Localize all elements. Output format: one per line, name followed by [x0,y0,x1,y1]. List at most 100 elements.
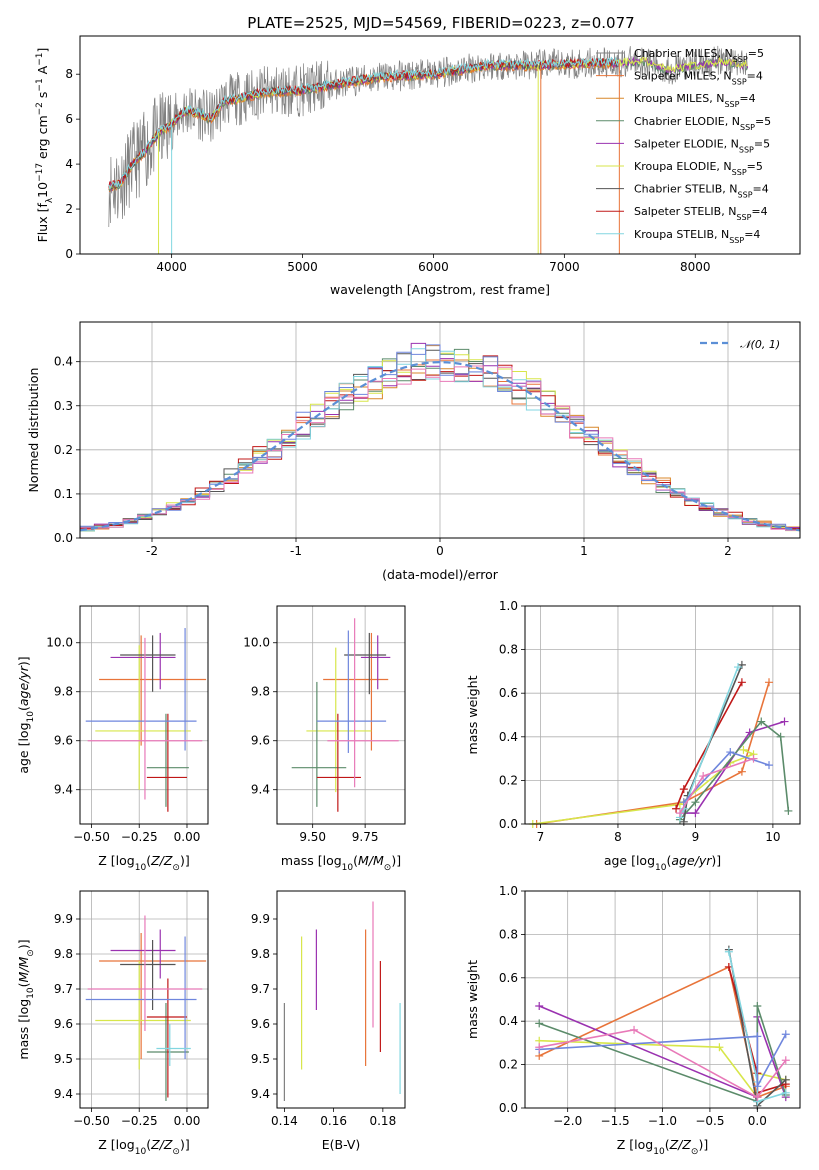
weight-point-marker [781,1088,790,1097]
y-tick-label: 9.4 [251,783,270,797]
legend-label: Chabrier ELODIE, NSSP=5 [634,115,771,132]
y-tick-label: 9.8 [54,947,73,961]
legend-label-sub: SSP [740,122,755,131]
weight-point-marker [780,717,789,726]
x-tick-label: 4000 [156,260,187,274]
x-tick-label: 0.18 [369,1114,396,1128]
axes-frame [79,890,209,1109]
weight-point-marker [535,1043,544,1052]
legend-label-base: Kroupa ELODIE, N [634,160,732,173]
label-part: Z [log [617,1137,653,1152]
weight-point-marker [753,1093,762,1102]
label-part: ( [146,1137,151,1152]
y-tick-label: 9.4 [54,783,73,797]
x-tick-label: 0.14 [271,1114,298,1128]
weight-point-marker [776,732,785,741]
x-tick-label: 9 [692,830,700,844]
x-tick-label: −0.25 [121,830,158,844]
x-tick-label: 9.50 [299,830,326,844]
weight-point-marker [734,663,743,672]
x-axis-label: mass [log10(M/M⊙)] [281,853,401,873]
weight-point-marker [699,772,708,781]
y-tick-label: 9.8 [251,685,270,699]
residuals-panel: -2 -1 0 1 2 0.0 0.1 0.2 0.3 0.4 (data-model)/error… [26,321,801,582]
y-tick-label: 9.5 [251,1052,270,1066]
x-tick-label: -2 [146,544,158,558]
label-part: ⊙ [384,863,392,873]
axes-frame [276,605,406,825]
y-tick-label: 2 [65,202,73,216]
x-tick-label: −0.5 [695,1114,724,1128]
spectrum-panel: 4000 5000 6000 7000 8000 0 2 4 6 8 wavelength [Ang… [35,35,801,297]
x-tick-label: −0.50 [73,1114,110,1128]
y-tick-label: 0.1 [54,487,73,501]
weight-point-marker [753,1002,762,1011]
legend-label-suffix: =5 [747,160,763,173]
y-tick-label: 0.4 [499,730,518,744]
legend-label: Salpeter MILES, NSSP=4 [634,70,763,87]
y-tick-label: 9.6 [251,1017,270,1031]
x-tick-label: −0.50 [73,830,110,844]
weight-series-line [539,1029,787,1099]
legend-label-suffix: =4 [747,70,763,83]
label-part: ⊙ [26,949,36,957]
y-tick-label: 9.9 [251,912,270,926]
y-tick-label: 0.6 [499,971,518,985]
weight-point-marker [630,1025,639,1034]
label-part: ( [353,853,358,868]
weight-series-line [539,1033,787,1087]
label-part: 10 [342,863,354,873]
y-tick-label: 9.5 [54,1052,73,1066]
label-part: 10 [26,711,36,723]
x-tick-label: 0.0 [748,1114,767,1128]
weight-point-marker [691,798,700,807]
y-axis-label: age [log10(age/yr)] [16,656,36,773]
y-tick-label: 10.0 [46,636,73,650]
weight-point-marker [675,809,684,818]
legend-label-base: Salpeter MILES, N [634,70,732,83]
weight-point-marker [781,1030,790,1039]
x-tick-label: 10 [765,830,780,844]
label-part: 10 [35,182,50,198]
legend-label-base: Salpeter ELODIE, N [634,137,739,150]
legend-label-base: Chabrier MILES, N [634,47,733,60]
y-tick-label: 10.0 [243,636,270,650]
y-tick-label: 0.4 [54,355,73,369]
age-vs-mass-panel: 9.50 9.75 9.4 9.6 9.8 10.0 mass [log10(M/M⊙)] [243,605,406,873]
weight-point-marker [724,947,733,956]
label-part: ⊙ [172,1147,180,1157]
model-spectrum-line [108,56,620,190]
weight-point-marker [757,717,766,726]
legend-label-suffix: =5 [755,115,771,128]
label-part: M/M [358,853,384,868]
label-part: ( [16,706,31,711]
weight-point-marker [715,1043,724,1052]
x-tick-label: −2.0 [553,1114,582,1128]
age-vs-Z-panel: −0.50 −0.25 0.009.49.69.810.0Z [log10(Z/Z⊙… [16,605,209,873]
legend-label-suffix: =4 [744,228,760,241]
y-tick-label: 4 [65,157,73,171]
label-part: age [log [604,853,655,868]
label-part: )] [180,853,190,868]
y-tick-label: 0.2 [499,1058,518,1072]
mass-vs-EBV-panel: 0.14 0.16 0.18 9.4 9.5 9.6 9.7 9.8 9.9 E(B-V) [251,890,406,1152]
label-part: )] [16,939,31,949]
y-tick-label: 8 [65,67,73,81]
y-axis-label: Flux [fλ10−17 erg cm−2 s−1 A−1] [35,48,55,243]
weight-point-marker [765,678,774,687]
y-tick-label: 0.4 [499,1014,518,1028]
label-part: age/yr [16,665,31,706]
legend-label-suffix: =4 [753,183,769,196]
x-tick-label: −1.0 [648,1114,677,1128]
legend-label: Chabrier STELIB, NSSP=4 [634,183,769,200]
label-part: ⊙ [172,863,180,873]
legend-label-sub: SSP [732,77,747,86]
legend-label-base: Chabrier STELIB, N [634,183,738,196]
label-part: )] [180,1137,190,1152]
x-tick-label: 7 [537,830,545,844]
x-tick-label: 1 [580,544,588,558]
y-axis-label: mass weight [465,960,480,1039]
weight-point-marker [784,806,793,815]
label-part: 10 [655,863,667,873]
